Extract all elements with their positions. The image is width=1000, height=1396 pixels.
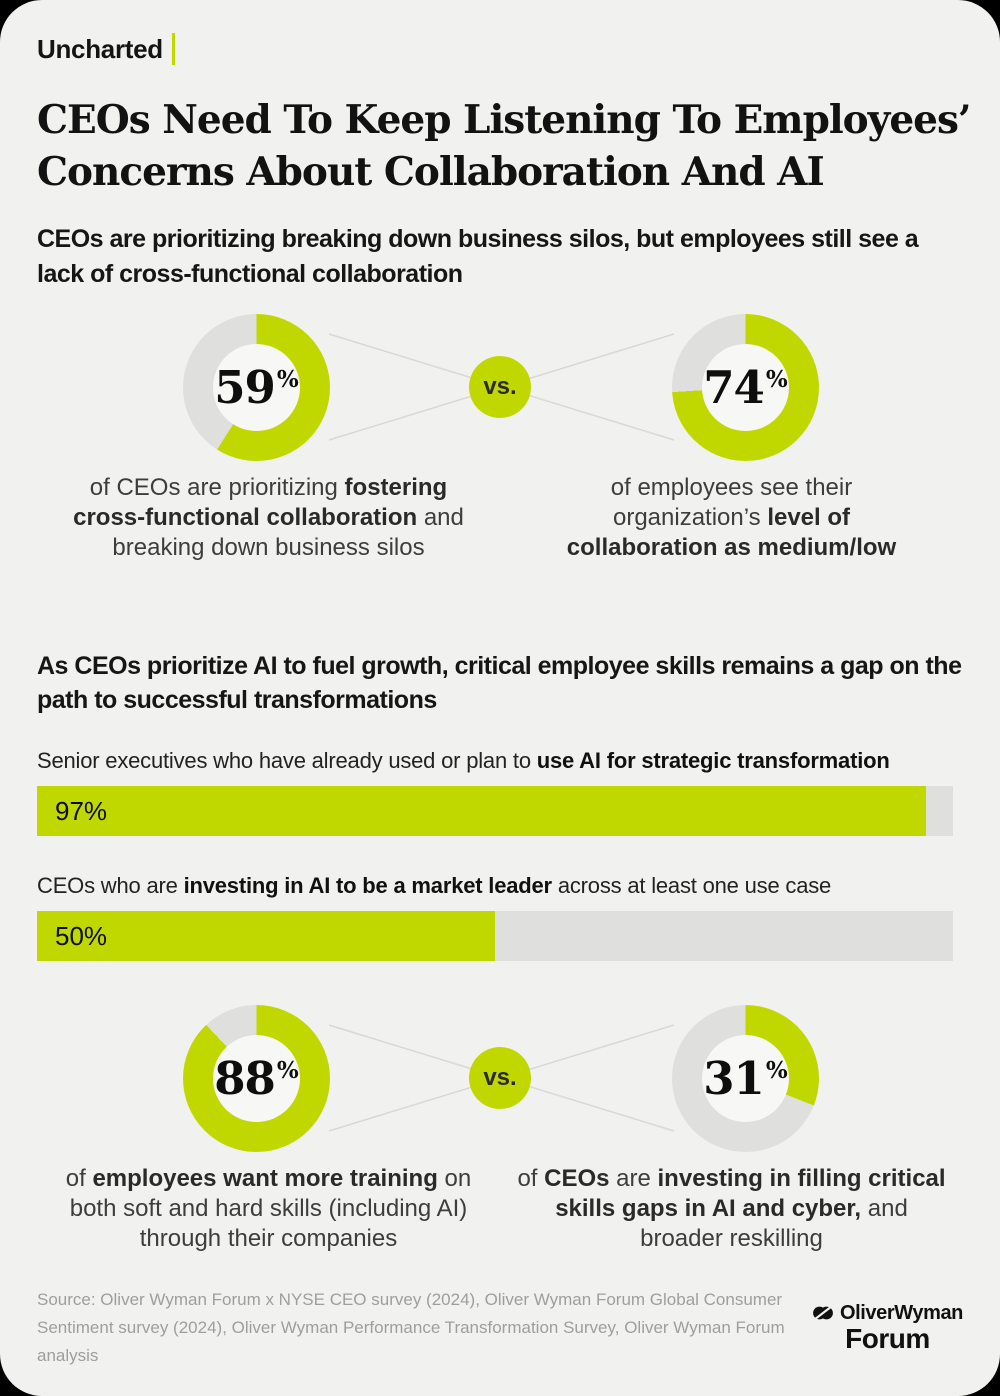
bar-label: Senior executives who have already used …	[37, 748, 890, 773]
caption-employees-collaboration: of employees see their organization’s le…	[566, 474, 897, 561]
stat-row-collaboration: 59% vs. 74%	[37, 314, 963, 461]
donut-chart-employees-collaboration: 74%	[672, 314, 819, 461]
donut-chart-ceos-investing-skills: 31%	[672, 1005, 819, 1152]
donut-hole: 31%	[702, 1035, 789, 1122]
donut-value: 88%	[214, 1052, 299, 1105]
page-title: CEOs Need To Keep Listening To Employees…	[37, 97, 972, 195]
donut-chart-ceos-prioritizing: 59%	[183, 314, 330, 461]
bar-chart-ai-strategic-transformation: Senior executives who have already used …	[37, 747, 963, 836]
stat-row-skills: 88% vs. 31%	[37, 1005, 963, 1152]
donut-hole: 59%	[213, 344, 300, 431]
intro-text: CEOs are prioritizing breaking down busi…	[37, 225, 919, 288]
brand-tagline-row: Uncharted	[37, 30, 963, 68]
caption-row-collaboration: of CEOs are prioritizing fostering cross…	[37, 473, 963, 563]
caption-ceos-investing: of CEOs are investing in filling critica…	[517, 1165, 946, 1252]
section-heading-ai-skills: As CEOs prioritize AI to fuel growth, cr…	[37, 652, 962, 714]
bar-chart-ai-market-leader: CEOs who are investing in AI to be a mar…	[37, 872, 963, 961]
footer: Source: Oliver Wyman Forum x NYSE CEO su…	[37, 1286, 963, 1370]
source-text: Source: Oliver Wyman Forum x NYSE CEO su…	[37, 1290, 785, 1365]
vs-badge: vs.	[469, 356, 531, 418]
percent-sign: %	[765, 1057, 788, 1084]
percent-sign: %	[765, 366, 788, 393]
caption-row-skills: of employees want more training on both …	[37, 1164, 963, 1254]
brand-logo: OliverWyman Forum	[812, 1302, 963, 1355]
donut-hole: 74%	[702, 344, 789, 431]
bar-fill: 97%	[37, 786, 926, 836]
oliver-wyman-logo-icon	[813, 1306, 833, 1320]
bar-track: 97%	[37, 786, 953, 836]
bar-track: 50%	[37, 911, 953, 961]
donut-chart-employees-training: 88%	[183, 1005, 330, 1152]
brand-tag: Uncharted	[37, 33, 163, 64]
logo-wordmark-row: OliverWyman	[812, 1302, 963, 1325]
logo-forum-text: Forum	[845, 1322, 930, 1354]
caption-ceos-prioritizing: of CEOs are prioritizing fostering cross…	[73, 474, 464, 561]
donut-hole: 88%	[213, 1035, 300, 1122]
caption-employees-training: of employees want more training on both …	[65, 1165, 472, 1252]
logo-wordmark: OliverWyman	[839, 1301, 963, 1324]
vs-badge: vs.	[469, 1047, 531, 1109]
bar-value: 97%	[55, 795, 108, 826]
donut-value: 59%	[214, 361, 299, 414]
bar-value: 50%	[55, 920, 108, 951]
bar-label: CEOs who are investing in AI to be a mar…	[37, 873, 832, 898]
donut-value: 74%	[703, 361, 788, 414]
bar-fill: 50%	[37, 911, 495, 961]
percent-sign: %	[276, 366, 299, 393]
donut-value: 31%	[703, 1052, 788, 1105]
brand-accent-bar	[171, 33, 175, 65]
percent-sign: %	[276, 1057, 299, 1084]
